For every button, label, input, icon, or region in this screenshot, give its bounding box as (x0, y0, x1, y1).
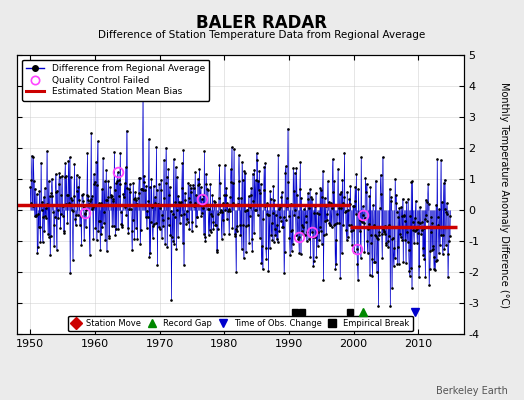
Y-axis label: Monthly Temperature Anomaly Difference (°C): Monthly Temperature Anomaly Difference (… (499, 82, 509, 308)
Text: Berkeley Earth: Berkeley Earth (436, 386, 508, 396)
Legend: Station Move, Record Gap, Time of Obs. Change, Empirical Break: Station Move, Record Gap, Time of Obs. C… (68, 316, 413, 331)
Text: Difference of Station Temperature Data from Regional Average: Difference of Station Temperature Data f… (99, 30, 425, 40)
Text: BALER RADAR: BALER RADAR (196, 14, 328, 32)
